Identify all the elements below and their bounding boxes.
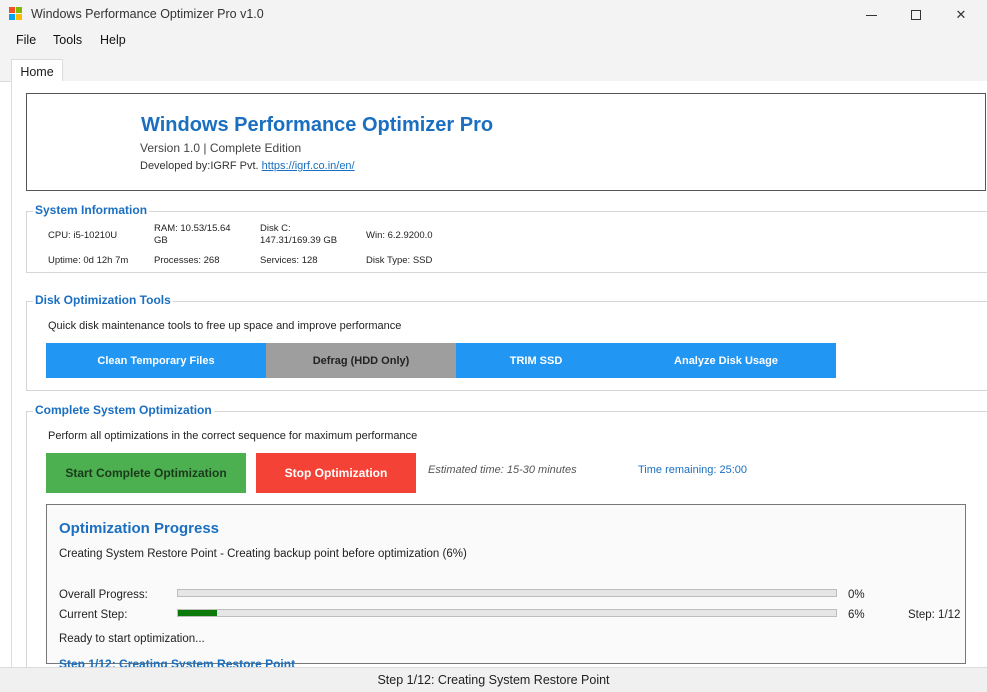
- menu-file[interactable]: File: [16, 33, 37, 47]
- complete-optimization-description: Perform all optimizations in the correct…: [48, 430, 418, 442]
- start-optimization-button[interactable]: Start Complete Optimization: [46, 453, 246, 493]
- step-indicator: Step: 1/12: [908, 609, 961, 621]
- current-step-bar: [177, 609, 837, 617]
- disk-info-line1: Disk C:: [260, 223, 291, 234]
- disk-info-line2: 147.31/169.39 GB: [260, 235, 338, 246]
- menu-bar: File Tools Help: [0, 30, 987, 52]
- home-page: Windows Performance Optimizer Pro Versio…: [11, 81, 987, 671]
- version-label: Version 1.0 | Complete Edition: [140, 141, 302, 155]
- cpu-info: CPU: i5-10210U: [48, 230, 118, 241]
- close-button[interactable]: ✕: [938, 0, 984, 30]
- maximize-icon: [911, 10, 921, 20]
- current-step-percent: 6%: [848, 609, 865, 621]
- services-info: Services: 128: [260, 255, 318, 266]
- title-bar: Windows Performance Optimizer Pro v1.0 ✕: [0, 0, 987, 30]
- clean-temp-files-button[interactable]: Clean Temporary Files: [46, 343, 266, 378]
- analyze-disk-button[interactable]: Analyze Disk Usage: [616, 343, 836, 378]
- maximize-button[interactable]: [893, 0, 939, 30]
- current-step-label: Current Step:: [59, 609, 128, 621]
- status-bar: Step 1/12: Creating System Restore Point: [0, 667, 987, 692]
- window-title: Windows Performance Optimizer Pro v1.0: [31, 7, 264, 21]
- processes-info: Processes: 268: [154, 255, 220, 266]
- progress-status: Creating System Restore Point - Creating…: [59, 548, 467, 560]
- ram-info-line2: GB: [154, 235, 168, 246]
- menu-tools[interactable]: Tools: [53, 33, 83, 47]
- disk-tools-group: Disk Optimization Tools Quick disk maint…: [26, 293, 987, 391]
- overall-progress-bar: [177, 589, 837, 597]
- menu-help[interactable]: Help: [100, 33, 126, 47]
- system-info-title: System Information: [33, 203, 150, 217]
- minimize-icon: [865, 14, 877, 16]
- developer-label: Developed by:IGRF Pvt. https://igrf.co.i…: [140, 160, 355, 172]
- header-panel: Windows Performance Optimizer Pro Versio…: [26, 93, 986, 191]
- complete-optimization-group: Complete System Optimization Perform all…: [26, 403, 987, 671]
- defrag-button[interactable]: Defrag (HDD Only): [266, 343, 456, 378]
- estimated-time-label: Estimated time: 15-30 minutes: [428, 464, 577, 476]
- trim-ssd-button[interactable]: TRIM SSD: [456, 343, 616, 378]
- ram-info: RAM: 10.53/15.64 GB: [154, 223, 231, 247]
- ready-status: Ready to start optimization...: [59, 633, 205, 645]
- disk-tools-title: Disk Optimization Tools: [33, 293, 173, 307]
- progress-title: Optimization Progress: [59, 520, 220, 537]
- progress-panel: Optimization Progress Creating System Re…: [46, 504, 966, 671]
- time-remaining-label: Time remaining: 25:00: [638, 464, 748, 476]
- stop-optimization-button[interactable]: Stop Optimization: [256, 453, 416, 493]
- minimize-button[interactable]: [848, 0, 894, 30]
- overall-progress-percent: 0%: [848, 589, 865, 601]
- complete-optimization-title: Complete System Optimization: [33, 403, 214, 417]
- app-title: Windows Performance Optimizer Pro: [141, 114, 494, 136]
- developer-prefix: Developed by:IGRF Pvt.: [140, 160, 259, 172]
- developer-link[interactable]: https://igrf.co.in/en/: [261, 160, 355, 172]
- windows-version-info: Win: 6.2.9200.0: [366, 230, 433, 241]
- tab-home[interactable]: Home: [11, 59, 63, 83]
- overall-progress-label: Overall Progress:: [59, 589, 148, 601]
- current-step-fill: [178, 610, 218, 616]
- disk-info: Disk C: 147.31/169.39 GB: [260, 223, 337, 247]
- close-icon: ✕: [955, 7, 967, 22]
- app-icon: [9, 7, 23, 21]
- tab-strip: Home: [0, 52, 987, 83]
- uptime-info: Uptime: 0d 12h 7m: [48, 255, 129, 266]
- disk-tools-description: Quick disk maintenance tools to free up …: [48, 320, 402, 332]
- system-info-group: System Information CPU: i5-10210U RAM: 1…: [26, 203, 987, 273]
- ram-info-line1: RAM: 10.53/15.64: [154, 223, 231, 234]
- disk-type-info: Disk Type: SSD: [366, 255, 433, 266]
